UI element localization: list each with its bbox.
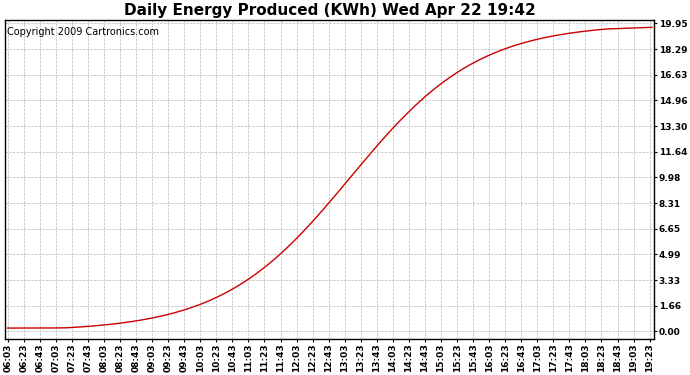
Title: Daily Energy Produced (KWh) Wed Apr 22 19:42: Daily Energy Produced (KWh) Wed Apr 22 1… <box>124 3 535 18</box>
Text: Copyright 2009 Cartronics.com: Copyright 2009 Cartronics.com <box>7 27 159 37</box>
